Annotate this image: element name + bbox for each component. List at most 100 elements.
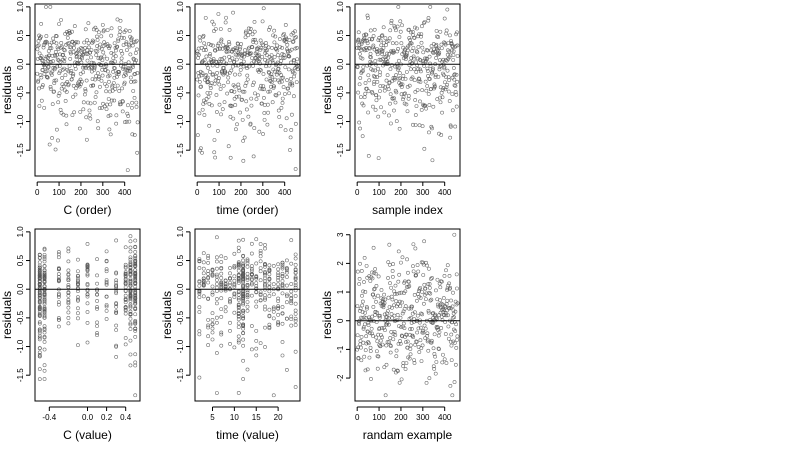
data-point: [262, 117, 267, 122]
data-point: [295, 45, 299, 50]
data-point: [206, 95, 211, 99]
data-point: [134, 38, 139, 43]
data-point: [291, 94, 296, 99]
data-point: [253, 91, 257, 96]
data-point: [391, 48, 396, 53]
data-point: [66, 305, 71, 310]
data-point: [403, 289, 408, 294]
data-point: [66, 272, 71, 277]
data-point: [245, 257, 250, 262]
data-point: [219, 307, 224, 312]
data-point: [293, 121, 298, 126]
data-point: [133, 360, 138, 365]
data-point: [241, 301, 246, 305]
data-point: [128, 75, 133, 80]
data-point: [263, 246, 267, 251]
data-point: [37, 337, 42, 342]
data-point: [241, 358, 246, 363]
data-point: [260, 54, 265, 59]
x-tick-label: 20: [274, 413, 283, 422]
data-point: [262, 87, 267, 92]
data-point: [251, 37, 256, 42]
data-point: [39, 34, 43, 39]
data-point: [92, 67, 97, 72]
data-point: [36, 78, 41, 83]
data-point: [442, 274, 447, 278]
data-point: [39, 54, 44, 59]
data-point: [394, 41, 399, 46]
data-point: [100, 58, 105, 63]
data-point: [440, 318, 445, 323]
data-point: [276, 108, 281, 113]
y-tick-label: -0.5: [16, 85, 25, 99]
data-point: [228, 155, 233, 160]
data-point: [293, 323, 298, 327]
y-tick-label: 3: [336, 232, 345, 237]
data-point: [359, 358, 364, 363]
data-point: [448, 383, 453, 388]
data-point: [441, 57, 446, 62]
data-point: [404, 53, 409, 58]
data-point: [450, 48, 454, 53]
data-point: [83, 27, 88, 32]
data-point: [258, 341, 263, 346]
data-point: [428, 298, 433, 303]
data-point: [375, 339, 380, 344]
data-point: [419, 32, 424, 37]
data-point: [221, 43, 226, 47]
x-tick-label: 100: [212, 188, 226, 197]
data-point: [289, 299, 294, 304]
data-point: [128, 68, 132, 73]
data-point: [133, 327, 138, 331]
data-point: [245, 259, 250, 263]
data-point: [293, 268, 298, 272]
y-tick-label: -0.5: [16, 310, 25, 324]
data-point: [372, 287, 376, 292]
data-point: [398, 29, 403, 34]
data-point: [236, 290, 241, 295]
data-point: [114, 354, 119, 359]
data-point: [390, 269, 395, 273]
data-point: [379, 34, 384, 38]
data-point: [376, 313, 381, 318]
data-point: [276, 321, 281, 326]
data-point: [265, 122, 270, 127]
data-point: [37, 320, 42, 325]
data-point: [359, 345, 363, 350]
y-tick-label: 1.0: [16, 1, 25, 13]
data-point: [356, 345, 360, 350]
data-point: [397, 126, 402, 131]
data-point: [86, 41, 91, 46]
data-point: [434, 28, 439, 33]
data-point: [72, 24, 77, 28]
data-point: [288, 76, 293, 81]
data-point: [361, 103, 366, 108]
data-point: [402, 279, 407, 284]
data-point: [364, 86, 369, 91]
data-point: [442, 16, 447, 21]
data-point: [453, 43, 458, 48]
data-point: [435, 97, 440, 102]
y-tick-label: 0.0: [176, 58, 185, 70]
data-point: [366, 323, 371, 328]
data-point: [56, 100, 61, 105]
data-point: [413, 342, 418, 347]
data-point: [420, 88, 425, 93]
data-point: [401, 95, 406, 100]
data-point: [93, 77, 98, 82]
data-point: [131, 40, 136, 44]
data-point: [92, 66, 97, 70]
data-point: [241, 237, 246, 242]
x-tick-label: 300: [96, 188, 110, 197]
data-point: [197, 291, 202, 296]
data-point: [236, 325, 241, 329]
data-point: [384, 78, 389, 83]
data-point: [60, 76, 65, 80]
data-point: [110, 88, 115, 93]
data-point: [421, 50, 426, 55]
data-point: [403, 77, 408, 81]
data-point: [42, 259, 47, 264]
data-point: [228, 266, 232, 270]
data-point: [394, 90, 399, 95]
data-point: [271, 316, 276, 321]
